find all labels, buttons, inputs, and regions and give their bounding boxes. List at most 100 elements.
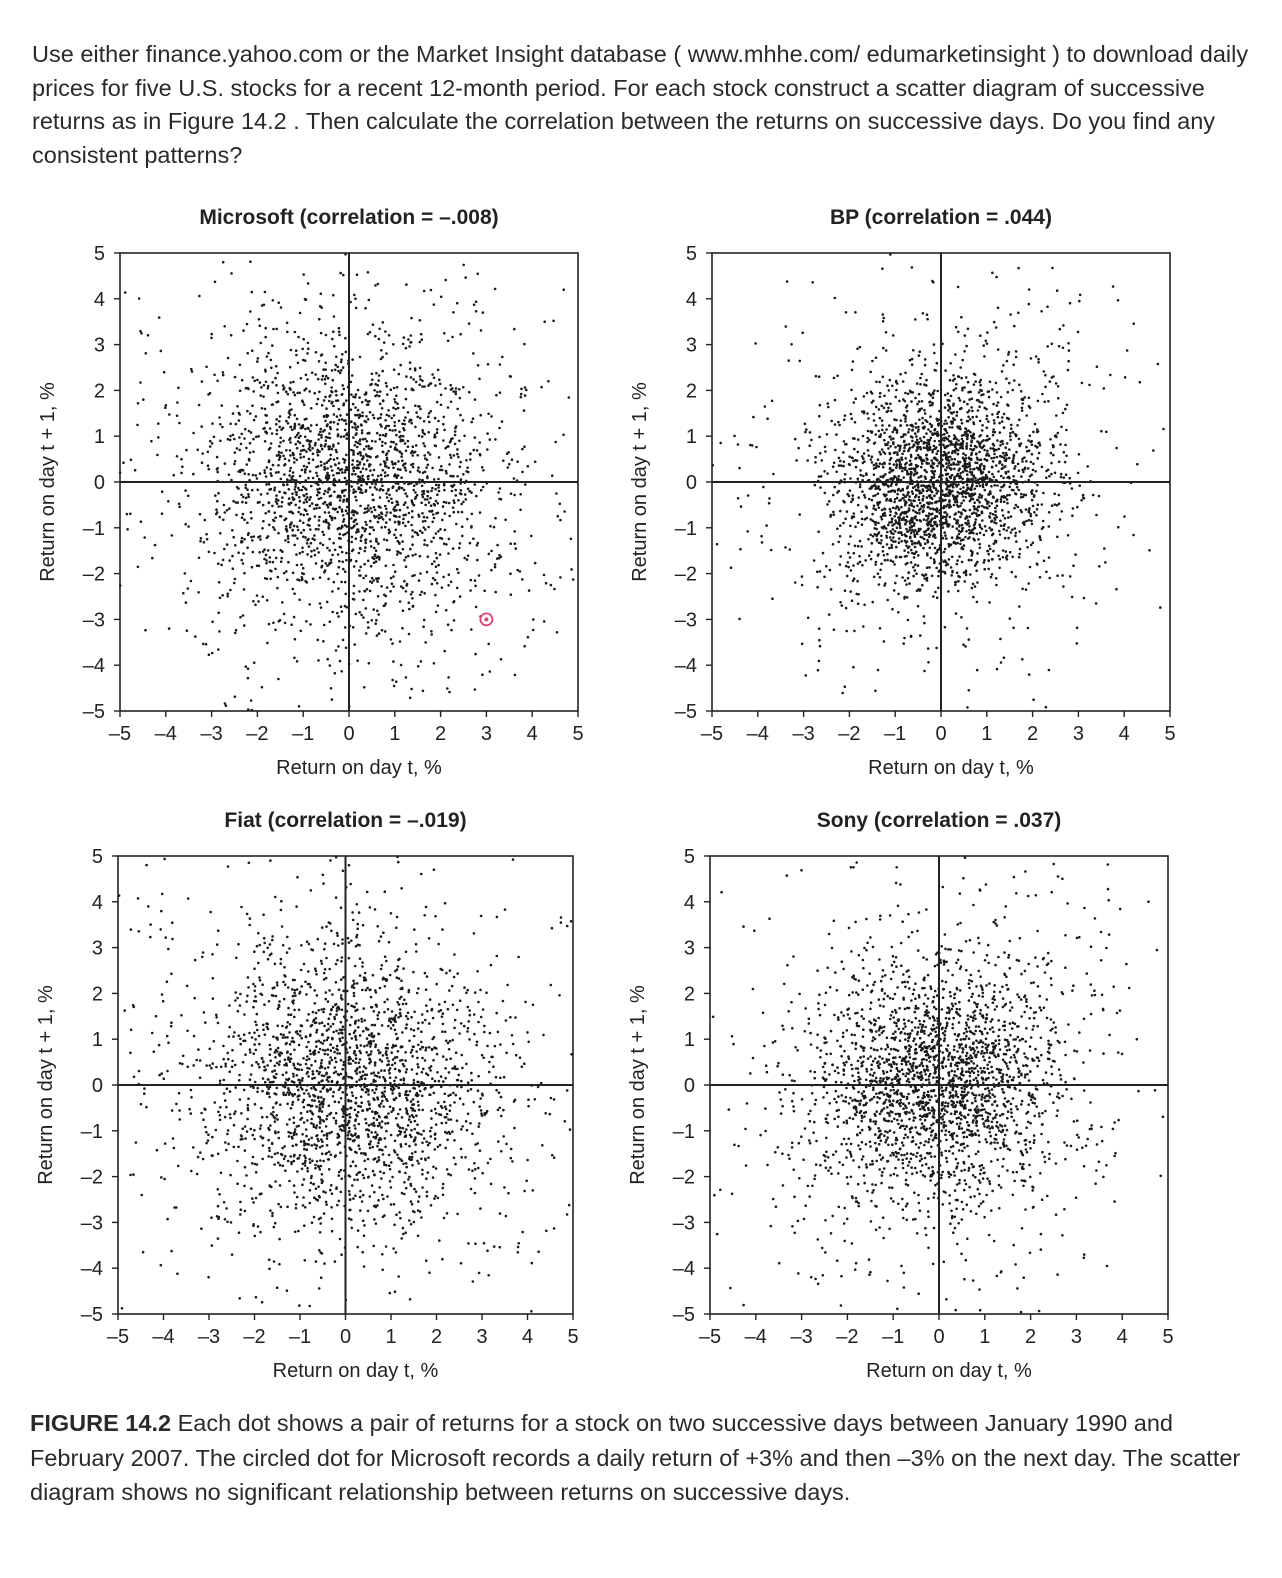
scatter-point: [170, 534, 174, 537]
scatter-point: [337, 407, 341, 411]
scatter-point: [555, 492, 558, 495]
scatter-point: [276, 575, 280, 579]
scatter-point: [205, 365, 208, 369]
scatter-point: [875, 527, 878, 531]
scatter-point: [1002, 426, 1006, 429]
scatter-point: [800, 583, 804, 587]
scatter-point: [845, 629, 848, 633]
scatter-point: [959, 530, 963, 534]
scatter-point: [1064, 407, 1067, 411]
scatter-point: [382, 1075, 385, 1079]
scatter-point: [899, 372, 902, 376]
scatter-point: [447, 573, 451, 576]
scatter-point: [468, 541, 472, 545]
scatter-point: [992, 542, 996, 545]
scatter-point: [466, 554, 470, 557]
scatter-point: [929, 556, 933, 560]
scatter-point: [719, 441, 722, 445]
scatter-point: [251, 539, 254, 542]
scatter-point: [898, 463, 902, 466]
scatter-point: [929, 489, 933, 493]
scatter-point: [402, 488, 406, 492]
scatter-point: [898, 465, 902, 468]
scatter-point: [310, 549, 313, 553]
scatter-point: [1030, 498, 1034, 502]
scatter-point: [954, 353, 957, 356]
scatter-point: [325, 461, 329, 464]
scatter-point: [978, 523, 981, 526]
scatter-point: [929, 524, 933, 528]
scatter-point: [384, 514, 388, 517]
scatter-point: [913, 563, 917, 566]
scatter-point: [882, 406, 886, 410]
scatter-point: [523, 386, 527, 389]
scatter-point: [309, 495, 312, 499]
scatter-point: [895, 463, 898, 466]
scatter-point: [452, 600, 456, 603]
scatter-point: [265, 414, 269, 417]
scatter-point: [409, 547, 412, 551]
scatter-point: [360, 429, 364, 432]
scatter-point: [323, 569, 327, 572]
scatter-point: [965, 530, 968, 533]
scatter-point: [371, 556, 374, 559]
scatter-point: [388, 530, 392, 533]
scatter-point: [293, 592, 296, 595]
scatter-point: [1014, 433, 1017, 436]
scatter-point: [1021, 460, 1024, 463]
scatter-point: [421, 385, 424, 388]
scatter-point: [319, 606, 323, 609]
scatter-point: [384, 330, 387, 333]
scatter-point: [961, 388, 964, 392]
scatter-point: [966, 477, 969, 481]
scatter-point: [943, 445, 946, 449]
scatter-point: [500, 420, 504, 423]
scatter-point: [1013, 467, 1016, 470]
scatter-point: [337, 479, 341, 482]
scatter-point: [282, 439, 285, 443]
scatter-point: [883, 461, 886, 465]
scatter-point: [209, 439, 212, 443]
scatter-point: [324, 419, 327, 423]
scatter-point: [386, 474, 390, 477]
scatter-point: [1061, 346, 1065, 350]
scatter-point: [1056, 574, 1059, 577]
scatter-point: [267, 622, 271, 626]
scatter-point: [925, 420, 929, 424]
scatter-point: [286, 422, 290, 425]
scatter-point: [457, 571, 460, 575]
scatter-point: [1061, 411, 1065, 415]
scatter-point: [363, 686, 366, 689]
scatter-point: [868, 487, 872, 491]
scatter-point: [336, 456, 339, 460]
scatter-point: [452, 311, 455, 314]
scatter-point: [331, 378, 335, 382]
scatter-point: [207, 393, 210, 396]
scatter-point: [327, 577, 330, 581]
scatter-point: [324, 562, 328, 565]
scatter-point: [885, 497, 889, 501]
scatter-point: [321, 530, 324, 534]
scatter-point: [519, 392, 523, 396]
scatter-point: [383, 604, 387, 607]
scatter-point: [338, 505, 341, 509]
scatter-point: [818, 414, 821, 418]
scatter-point: [380, 526, 384, 529]
scatter-point: [392, 660, 395, 663]
scatter-point: [281, 384, 285, 387]
scatter-point: [318, 491, 321, 495]
scatter-point: [385, 492, 388, 495]
scatter-point: [410, 316, 413, 320]
scatter-point: [266, 492, 269, 495]
scatter-point: [919, 544, 922, 547]
scatter-point: [909, 479, 913, 482]
scatter-point: [317, 438, 320, 441]
scatter-point: [385, 456, 389, 460]
scatter-point: [925, 457, 928, 460]
scatter-point: [336, 422, 340, 426]
scatter-point: [914, 494, 918, 497]
scatter-point: [367, 403, 370, 406]
scatter-point: [392, 368, 396, 372]
scatter-point: [376, 390, 379, 394]
scatter-point: [427, 451, 430, 454]
